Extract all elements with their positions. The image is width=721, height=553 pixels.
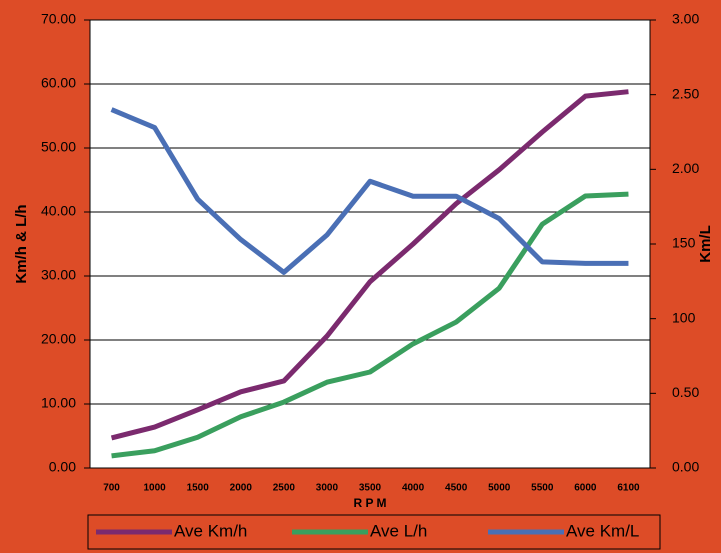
series-line: [110, 107, 629, 275]
y-tick-label: 40.00: [41, 203, 76, 219]
y-tick-label: 20.00: [41, 331, 76, 347]
y-tick-label: 50.00: [41, 139, 76, 155]
x-tick-label: 1000: [143, 483, 166, 494]
x-tick-label: 5000: [488, 483, 511, 494]
series-line: [110, 89, 629, 441]
x-tick-label: 2500: [273, 483, 296, 494]
x-tick-label: 700: [103, 483, 120, 494]
plot-area: [89, 19, 651, 469]
x-tick-label: 6000: [574, 483, 597, 494]
y2-tick-label: 150: [672, 235, 696, 251]
y-tick-label: 30.00: [41, 267, 76, 283]
y-tick-label: 60.00: [41, 75, 76, 91]
x-tick-label: 3500: [359, 483, 382, 494]
series-line: [111, 191, 629, 459]
y2-tick-label: 0.50: [672, 384, 699, 400]
legend-label: Ave Km/h: [174, 521, 247, 540]
y2-tick-label: 3.00: [672, 11, 699, 27]
y2-axis-label: Km/L: [697, 225, 714, 263]
x-tick-label: 4000: [402, 483, 425, 494]
x-tick-label: 4500: [445, 483, 468, 494]
legend-box: [87, 514, 661, 550]
x-tick-label: 1500: [187, 483, 210, 494]
x-axis-label: R P M: [353, 496, 386, 510]
y-tick-label: 10.00: [41, 395, 76, 411]
y2-tick-label: 2.00: [672, 160, 699, 176]
x-tick-label: 6100: [617, 483, 640, 494]
legend-label: Ave L/h: [370, 521, 427, 540]
y-axis-label: Km/h & L/h: [13, 204, 30, 283]
x-tick-label: 3000: [316, 483, 339, 494]
y2-tick-label: 0.00: [672, 459, 699, 475]
y-tick-label: 70.00: [41, 11, 76, 27]
y-tick-label: 0.00: [49, 459, 76, 475]
x-tick-label: 2000: [230, 483, 253, 494]
y2-tick-label: 2.50: [672, 85, 699, 101]
y2-tick-label: 100: [672, 309, 696, 325]
x-tick-label: 5500: [531, 483, 554, 494]
legend-label: Ave Km/L: [566, 521, 639, 540]
